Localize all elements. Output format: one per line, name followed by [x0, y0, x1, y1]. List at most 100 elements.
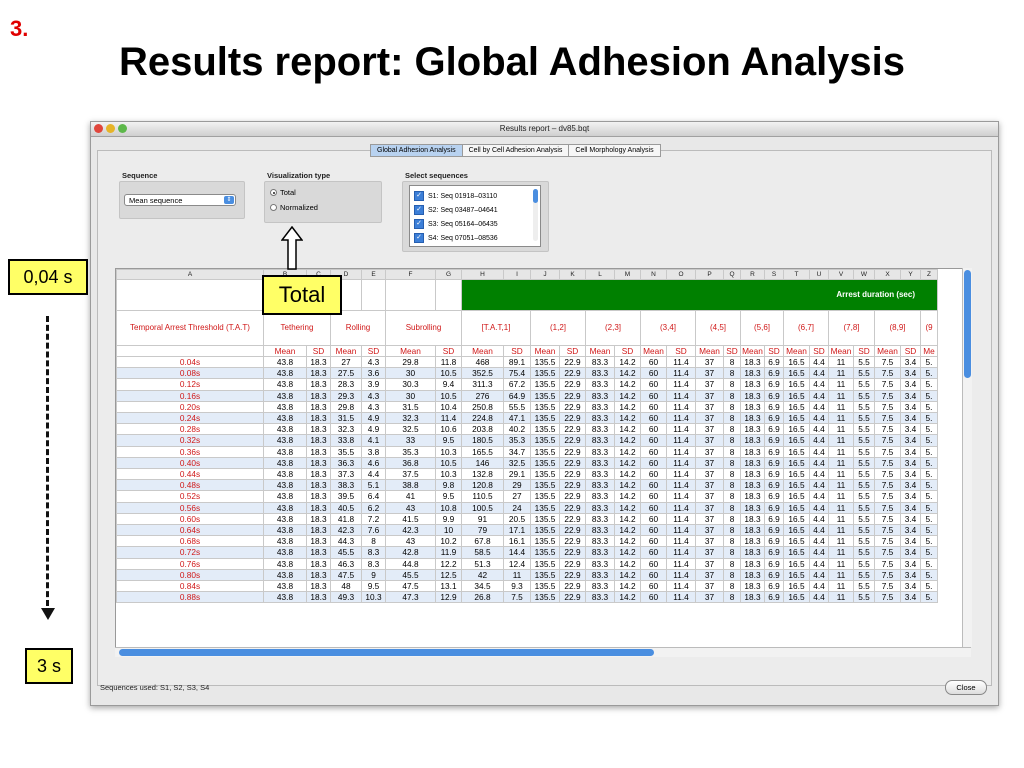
table-cell[interactable]: 6.9	[764, 546, 784, 559]
column-letter-header[interactable]: F	[385, 269, 436, 280]
table-cell[interactable]: 11.4	[435, 412, 462, 425]
table-cell[interactable]: 5.	[920, 389, 938, 402]
table-cell[interactable]: 60	[640, 512, 667, 526]
table-cell[interactable]: 5.5	[853, 557, 875, 570]
table-cell[interactable]: 27.5	[330, 367, 362, 380]
table-cell[interactable]: 135.5	[530, 479, 560, 492]
table-cell[interactable]: 135.5	[530, 512, 560, 526]
table-cell[interactable]: 22.9	[559, 479, 586, 492]
table-cell[interactable]: 6.9	[764, 591, 784, 604]
table-cell[interactable]: 37	[695, 479, 724, 492]
table-cell[interactable]: 3.4	[900, 501, 921, 514]
table-cell[interactable]: 83.3	[585, 355, 615, 369]
table-cell[interactable]: 8.3	[361, 546, 386, 559]
table-cell[interactable]: 14.2	[614, 389, 641, 402]
table-cell[interactable]: 3.4	[900, 400, 921, 414]
table-cell[interactable]: 3.9	[361, 378, 386, 391]
table-cell[interactable]: 3.4	[900, 412, 921, 425]
table-cell[interactable]: 7.5	[874, 591, 901, 604]
table-cell[interactable]: 352.5	[461, 367, 504, 380]
table-cell[interactable]: 14.2	[614, 546, 641, 559]
table-cell[interactable]: 42	[461, 568, 504, 582]
threshold-cell[interactable]: 0.28s	[116, 423, 264, 436]
table-cell[interactable]: 22.9	[559, 423, 586, 436]
table-cell[interactable]: 41	[385, 490, 436, 503]
table-cell[interactable]: 11	[828, 423, 854, 436]
table-cell[interactable]: 37	[695, 389, 724, 402]
table-cell[interactable]: 36.8	[385, 456, 436, 470]
table-cell[interactable]: 6.9	[764, 535, 784, 548]
table-cell[interactable]: 4.4	[809, 580, 829, 593]
table-cell[interactable]: 18.3	[306, 479, 331, 492]
table-cell[interactable]: 22.9	[559, 591, 586, 604]
threshold-cell[interactable]: 0.12s	[116, 378, 264, 391]
table-cell[interactable]: 37	[695, 434, 724, 447]
threshold-cell[interactable]: 0.48s	[116, 479, 264, 492]
table-cell[interactable]: 8	[361, 535, 386, 548]
table-cell[interactable]: 4.4	[809, 501, 829, 514]
table-cell[interactable]: 43.8	[263, 568, 307, 582]
table-cell[interactable]: 18.3	[740, 580, 765, 593]
table-cell[interactable]: 22.9	[559, 434, 586, 447]
table-cell[interactable]: 11.4	[666, 445, 696, 458]
table-cell[interactable]: 3.4	[900, 568, 921, 582]
table-cell[interactable]: 26.8	[461, 591, 504, 604]
table-cell[interactable]: 4.1	[361, 434, 386, 447]
table-cell[interactable]: 18.3	[740, 557, 765, 570]
table-cell[interactable]: 18.3	[740, 524, 765, 537]
table-cell[interactable]: 6.9	[764, 468, 784, 481]
column-letter-header[interactable]: E	[361, 269, 386, 280]
table-cell[interactable]: 9.5	[435, 490, 462, 503]
table-cell[interactable]: 18.3	[740, 490, 765, 503]
column-letter-header[interactable]: W	[853, 269, 875, 280]
table-cell[interactable]: 8	[723, 535, 741, 548]
table-cell[interactable]: 30	[385, 367, 436, 380]
column-letter-header[interactable]: O	[666, 269, 696, 280]
table-cell[interactable]: 8	[723, 557, 741, 570]
table-cell[interactable]: 22.9	[559, 456, 586, 470]
table-cell[interactable]: 11	[828, 456, 854, 470]
table-cell[interactable]: 4.9	[361, 412, 386, 425]
table-cell[interactable]: 5.5	[853, 378, 875, 391]
table-cell[interactable]: 18.3	[740, 468, 765, 481]
table-cell[interactable]: 27	[330, 355, 362, 369]
table-cell[interactable]: 60	[640, 490, 667, 503]
sequence-select[interactable]: Mean sequence ⇕	[124, 194, 236, 206]
column-letter-header[interactable]: G	[435, 269, 462, 280]
table-cell[interactable]: 224.8	[461, 412, 504, 425]
table-cell[interactable]: 32.5	[503, 456, 531, 470]
table-cell[interactable]: 43.8	[263, 456, 307, 470]
table-cell[interactable]: 135.5	[530, 468, 560, 481]
table-row[interactable]: 0.72s 43.8 18.3 45.5 8.3 42.8 11.9 58.5 14.4 135.…	[116, 546, 938, 559]
table-cell[interactable]: 14.2	[614, 378, 641, 391]
table-cell[interactable]: 5.5	[853, 591, 875, 604]
table-cell[interactable]: 8	[723, 546, 741, 559]
table-cell[interactable]: 5.	[920, 524, 938, 537]
table-cell[interactable]: 5.	[920, 546, 938, 559]
table-cell[interactable]: 5.5	[853, 355, 875, 369]
table-cell[interactable]: 32.3	[330, 423, 362, 436]
table-cell[interactable]: 7.5	[874, 378, 901, 391]
table-cell[interactable]: 5.	[920, 355, 938, 369]
table-cell[interactable]: 7.5	[874, 546, 901, 559]
table-cell[interactable]: 11.4	[666, 378, 696, 391]
table-cell[interactable]: 5.	[920, 468, 938, 481]
table-cell[interactable]: 11	[828, 468, 854, 481]
table-cell[interactable]: 29.8	[330, 400, 362, 414]
table-cell[interactable]: 29.3	[330, 389, 362, 402]
zoom-window-icon[interactable]	[118, 124, 127, 133]
table-cell[interactable]: 42.8	[385, 546, 436, 559]
table-cell[interactable]: 18.3	[306, 490, 331, 503]
table-cell[interactable]: 43.8	[263, 557, 307, 570]
table-cell[interactable]: 4.4	[361, 468, 386, 481]
table-cell[interactable]: 43.8	[263, 378, 307, 391]
table-cell[interactable]: 8	[723, 479, 741, 492]
table-cell[interactable]: 41.8	[330, 512, 362, 526]
table-cell[interactable]: 146	[461, 456, 504, 470]
table-cell[interactable]: 18.3	[306, 501, 331, 514]
table-cell[interactable]: 4.4	[809, 468, 829, 481]
table-cell[interactable]: 11.4	[666, 412, 696, 425]
table-cell[interactable]: 18.3	[306, 355, 331, 369]
tab-cell-morphology[interactable]: Cell Morphology Analysis	[568, 144, 661, 157]
table-cell[interactable]: 3.4	[900, 355, 921, 369]
